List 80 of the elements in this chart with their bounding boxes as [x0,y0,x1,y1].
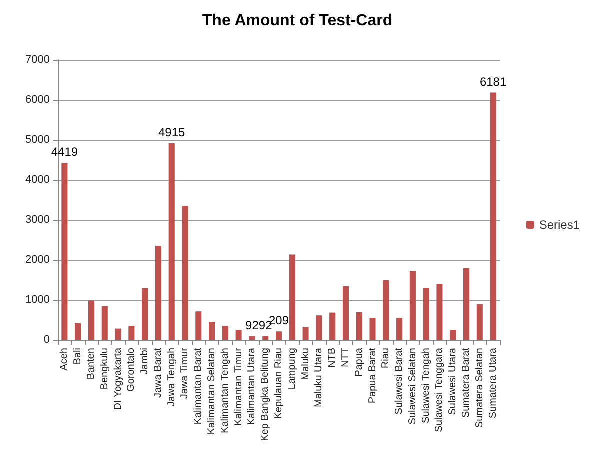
bar [196,312,202,340]
bar [276,332,282,340]
bar [209,322,216,340]
bar [490,92,496,340]
x-tick-label: Kalimantan Tengah [220,348,231,434]
x-tick-label: Sumatera Barat [461,348,472,418]
x-tick-label: Gorontalo [126,348,138,392]
data-label: 4419 [51,145,78,160]
x-tick-label: Sumatera Utara [488,348,499,419]
x-tick-label: Kalimantan Utara [246,348,258,426]
bar [62,163,68,340]
bar [289,254,296,340]
x-tick-label: Kalimantan Timur [233,347,244,426]
bar [249,336,256,340]
bar [383,280,390,340]
x-tick-label: Jawa Timur [180,347,191,400]
y-tick-label: 6000 [26,94,50,106]
bar [115,328,122,340]
bar [342,286,349,340]
bar [370,318,376,340]
bar [330,312,336,340]
bar [356,312,362,340]
bar [168,143,175,340]
x-tick-label: DI Yogyakarta [112,348,124,410]
x-tick-label: Papua [354,348,365,377]
x-tick-label: Bengkulu [99,348,110,390]
bar [436,284,443,340]
bar [88,300,94,340]
x-tick-label: Sumatera Selatan [474,348,486,428]
x-tick-label: Aceh [59,348,70,371]
bar [450,330,456,340]
bar [222,326,228,340]
data-label: 92 [246,318,260,332]
bar [128,326,135,340]
x-tick-label: Riau [380,348,392,369]
y-tick-label: 2000 [26,254,50,266]
x-tick-label: NTB [327,348,338,368]
x-tick-label: Jambi [140,348,151,375]
x-tick-label: Sulawesi Tengah [420,348,432,424]
bar [236,330,242,340]
x-tick-label: Sulawesi Utara [448,348,459,416]
x-tick-label: Maluku [300,348,312,380]
bar [155,246,162,340]
bar [262,336,269,340]
y-tick-label: 7000 [26,54,50,66]
x-tick-label: Banten [86,348,97,380]
x-tick-label: Bali [72,348,84,365]
data-label: 6181 [480,74,507,89]
y-tick-label: 4000 [26,174,50,186]
chart-title: The Amount of Test-Card [202,12,393,30]
x-tick-label: Sulawesi Barat [394,348,406,415]
bar [302,327,309,340]
x-tick-label: Jawa Tengah [166,348,178,407]
bar [102,306,108,340]
y-tick-label: 1000 [26,294,50,306]
x-tick-label: Sulawesi Tenggara [434,348,446,432]
bar [142,288,148,340]
x-tick-label: Jawa Barat [152,348,164,398]
bar [396,318,403,340]
bar [464,268,470,340]
y-tick-label: 3000 [26,214,50,226]
x-tick-label: Kep Bangka Belitung [260,348,272,442]
data-label: 4915 [158,125,186,140]
bar [182,206,188,340]
x-tick-label: Kepulauan Riau [274,348,284,420]
bar [410,271,416,340]
x-tick-label: NTT [340,348,352,368]
bar [75,323,82,340]
y-tick-label: 0 [44,334,50,346]
x-tick-label: Kalimantan Barat [193,348,204,425]
bar [476,304,483,340]
bar [316,316,322,340]
y-tick-label: 5000 [26,134,50,146]
x-tick-label: Lampung [286,348,298,390]
x-tick-label: Maluku Utara [314,348,325,408]
x-tick-label: Kalimantan Selatan [206,348,218,435]
x-tick-label: Sulawesi Selatan [407,348,418,425]
bar [423,288,430,340]
x-tick-label: Papua Barat [367,348,378,404]
legend-label: Series1 [539,218,580,232]
